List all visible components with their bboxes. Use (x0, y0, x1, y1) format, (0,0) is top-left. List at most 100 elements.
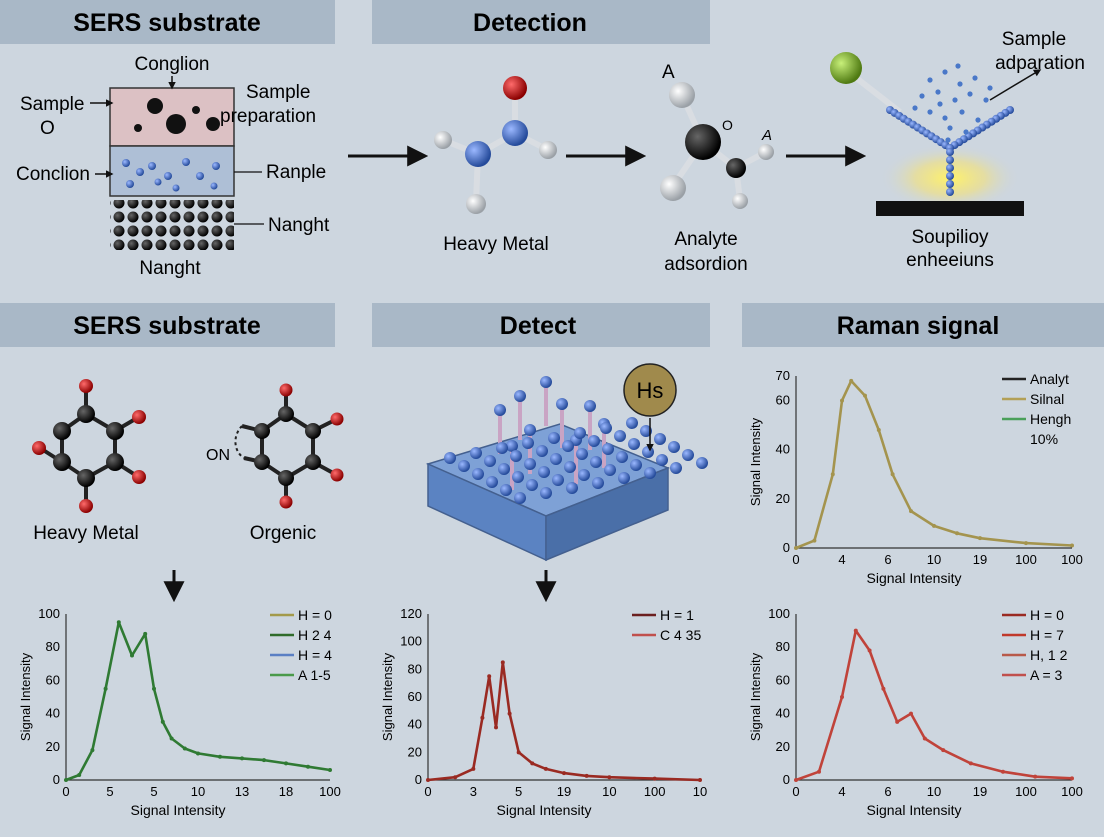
data-point (500, 660, 505, 665)
data-point (932, 523, 936, 528)
header-bar (0, 0, 335, 44)
heavy-metal-molecule: Heavy Metal (434, 76, 557, 255)
legend-label: H = 4 (298, 647, 332, 663)
x-tick-label: 18 (279, 784, 293, 799)
label-on: ON (206, 447, 230, 464)
x-tick-label: 19 (557, 784, 571, 799)
header-bar (742, 303, 1104, 347)
x-tick-label: 0 (424, 784, 431, 799)
data-point (853, 628, 858, 633)
data-point (284, 761, 288, 766)
caption-heavy-metal: Heavy Metal (443, 234, 549, 255)
y-tick-label: 20 (776, 491, 790, 506)
y-tick-label: 20 (46, 739, 60, 754)
data-point (881, 686, 886, 691)
chart-red-dual: 0 20 40 60 80 100 120 0 3 5 19 10 100 10 Signal Intens… (380, 606, 707, 818)
series-line (795, 629, 1073, 782)
label-sample: Sample (20, 94, 84, 115)
legend-label: Silnal (1030, 391, 1064, 407)
header-raman-signal: Raman signal (837, 312, 1000, 340)
x-tick-label: 4 (838, 552, 845, 567)
caption-soupilioy: Soupilioy (911, 227, 989, 248)
legend-label: Analyt (1030, 371, 1069, 387)
data-point (116, 620, 121, 625)
legend-label: H = 0 (298, 607, 332, 623)
x-tick-label: 10 (191, 784, 205, 799)
data-point (240, 756, 244, 761)
data-point (453, 775, 458, 780)
x-axis-label: Signal Intensity (867, 570, 962, 586)
y-tick-label: 0 (415, 772, 422, 787)
series-line (795, 379, 1073, 550)
y-axis-label: Signal Intensity (748, 417, 763, 506)
y-tick-label: 70 (776, 368, 790, 383)
data-point (169, 736, 174, 741)
x-tick-label: 10 (602, 784, 616, 799)
label-sample-o: O (40, 118, 55, 139)
detector-plate (876, 201, 1024, 216)
legend-label: H 2 4 (298, 627, 332, 643)
analyte-molecule: A O A Analyte adsordion (660, 62, 774, 275)
data-point (152, 686, 156, 691)
data-point (1033, 774, 1038, 779)
x-tick-label: 10 (693, 784, 707, 799)
label-sample-top: Sample (1002, 29, 1066, 50)
legend-label: H = 7 (1030, 627, 1064, 643)
label-nanght: Nanght (139, 258, 201, 279)
data-point (941, 748, 946, 753)
data-point (978, 536, 982, 541)
x-tick-label: 100 (319, 784, 341, 799)
data-point (652, 776, 657, 781)
header-sers-substrate: SERS substrate (73, 9, 261, 37)
series-line (65, 621, 331, 782)
chart-green: 0 20 40 60 80 100 0 5 5 10 13 18 100 Signal Intensity… (18, 606, 341, 818)
data-point (507, 711, 512, 716)
label-ranple: Ranple (266, 162, 326, 183)
header-sers-substrate-2: SERS substrate (73, 312, 261, 340)
sers-device: Hs (425, 363, 708, 562)
label-preparation: preparation (220, 106, 316, 127)
data-point (306, 764, 310, 769)
caption-orgenic: Orgenic (250, 523, 317, 544)
nanoparticle-layer (110, 200, 234, 250)
data-point (1001, 769, 1005, 774)
legend-label: Hengh (1030, 411, 1071, 427)
chart-raman: 0 20 40 60 70 0 4 6 10 19 100 100 Signal Intensity Si… (748, 368, 1083, 586)
header-detection: Detection (473, 9, 587, 37)
data-point (218, 754, 222, 759)
data-point (849, 378, 854, 383)
series-line (427, 661, 701, 782)
y-tick-label: 40 (776, 706, 790, 721)
data-point (562, 771, 566, 776)
x-axis-label: Signal Intensity (867, 802, 962, 818)
data-point (840, 695, 844, 699)
data-point (812, 538, 817, 543)
data-point (77, 773, 82, 778)
substrate-diagram: Conglion Sample O Sample preparation Con… (16, 54, 330, 279)
y-axis-label: Signal Intensity (18, 652, 33, 741)
y-tick-label: 80 (408, 661, 422, 676)
data-point (143, 631, 148, 636)
y-tick-label: 40 (776, 442, 790, 457)
data-point (426, 778, 430, 782)
legend-label: A 1-5 (298, 667, 331, 683)
label-conclion: Conclion (16, 164, 90, 185)
data-point (130, 653, 134, 658)
y-tick-label: 20 (408, 744, 422, 759)
letter-a-right: A (761, 127, 772, 144)
data-point (64, 778, 68, 782)
x-axis-label: Signal Intensity (497, 802, 592, 818)
legend-label: 10% (1030, 431, 1058, 447)
x-axis-label: Signal Intensity (131, 802, 226, 818)
x-tick-label: 100 (1061, 552, 1083, 567)
y-tick-label: 100 (768, 606, 790, 621)
data-point (968, 761, 973, 766)
header-bar (372, 303, 710, 347)
detector-diagram: Sample adparation Soupilioy enheeiuns (830, 29, 1085, 271)
legend-label: H = 0 (1030, 607, 1064, 623)
y-tick-label: 40 (408, 717, 422, 732)
data-point (262, 758, 266, 763)
caption-adsordion: adsordion (664, 254, 747, 275)
